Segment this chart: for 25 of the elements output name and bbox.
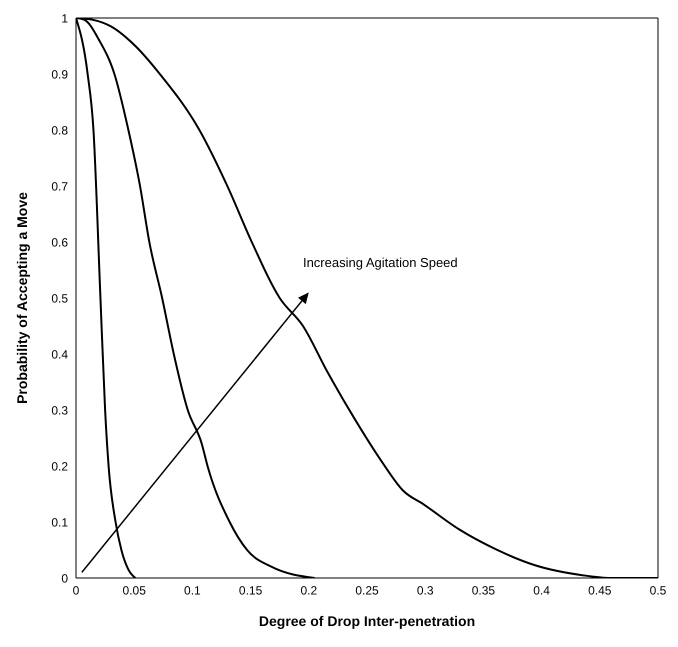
x-tick-label: 0.05 <box>122 584 146 598</box>
x-tick-label: 0.35 <box>472 584 496 598</box>
x-tick-label: 0 <box>72 584 80 598</box>
y-tick-label: 0.9 <box>51 67 68 82</box>
annotation: Increasing Agitation Speed <box>302 255 458 270</box>
y-tick-label: 0 <box>61 571 68 586</box>
y-tick-label: 0.4 <box>51 347 68 362</box>
x-tick-label: 0.5 <box>650 584 667 598</box>
x-tick-label: 0.15 <box>238 584 263 598</box>
y-tick-label: 0.7 <box>51 179 68 194</box>
y-tick-label: 0.6 <box>51 235 68 250</box>
x-tick-label: 0.45 <box>588 584 612 598</box>
x-tick-label: 0.4 <box>533 584 550 598</box>
x-tick-label: 0.3 <box>416 584 434 598</box>
x-tick-label: 0.1 <box>184 584 202 598</box>
y-tick-label: 1 <box>61 11 68 26</box>
y-tick-label: 0.2 <box>51 459 68 474</box>
y-axis-title: Probability of Accepting a Move <box>14 192 30 404</box>
y-tick-label: 0.3 <box>51 403 68 418</box>
x-tick-label: 0.2 <box>300 584 318 598</box>
x-axis-title: Degree of Drop Inter-penetration <box>258 613 476 629</box>
y-tick-label: 0.5 <box>51 291 68 306</box>
y-tick-label: 0.1 <box>51 515 68 530</box>
y-tick-label: 0.8 <box>51 123 68 138</box>
x-tick-label: 0.25 <box>355 584 379 598</box>
